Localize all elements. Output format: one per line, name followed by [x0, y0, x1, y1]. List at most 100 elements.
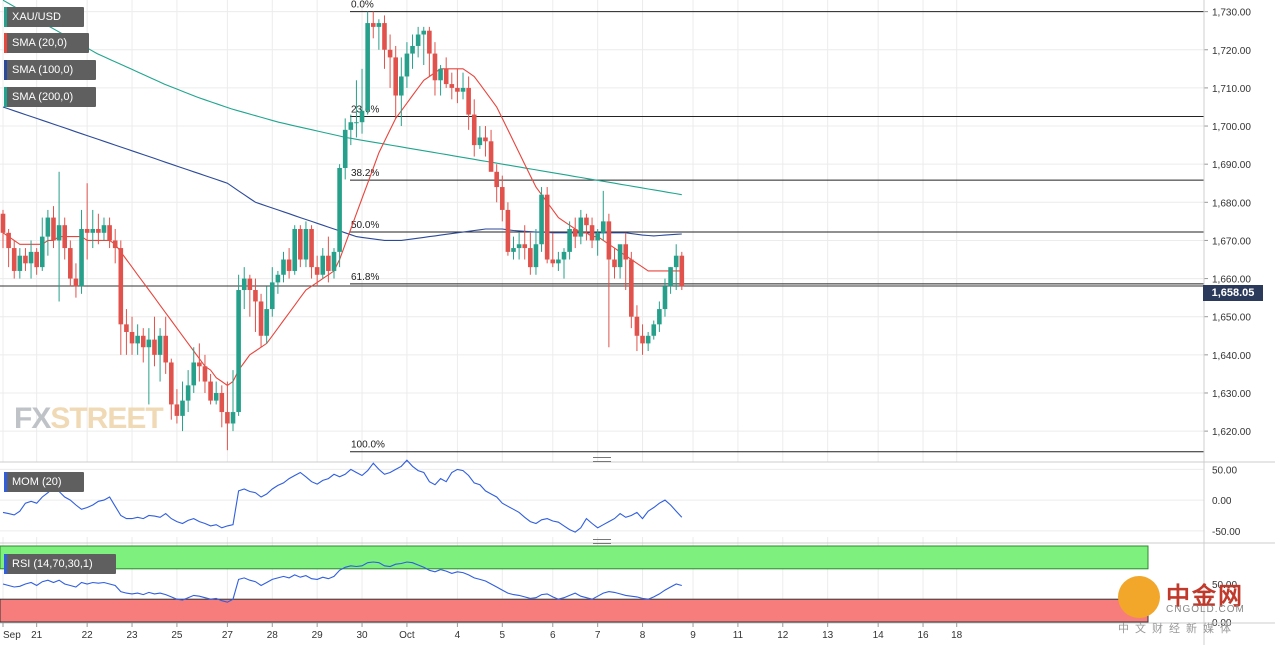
candle: [264, 286, 269, 344]
candle-body: [348, 122, 354, 130]
candle: [230, 370, 236, 432]
candle: [651, 320, 657, 340]
candle-body: [589, 225, 595, 241]
candle: [595, 229, 600, 256]
candle-body: [247, 278, 253, 291]
candle: [477, 126, 483, 149]
time-axis: Sep 21 22 23 25 27 28 29 30 Oct 4 5 6 7 8 9 11 12 13 14 16 18: [0, 622, 1275, 641]
legend-sma100[interactable]: SMA (100,0): [4, 60, 96, 80]
candle-body: [522, 244, 528, 249]
panel-resize-handle[interactable]: [593, 457, 611, 462]
candle: [331, 248, 337, 279]
momentum-line: [2, 459, 683, 533]
candle: [28, 240, 34, 279]
candle: [219, 385, 225, 428]
candle-body: [483, 137, 488, 142]
y-tick-label: 1,680.00: [1212, 198, 1251, 209]
candle: [556, 251, 561, 271]
momentum-tick-label: 50.00: [1212, 465, 1237, 476]
candle-body: [421, 30, 427, 35]
candle-body: [679, 255, 685, 287]
legend-rsi[interactable]: RSI (14,70,30,1): [4, 554, 116, 574]
y-tick-label: 1,660.00: [1212, 275, 1251, 286]
candle-body: [129, 331, 135, 344]
candle-body: [146, 339, 152, 348]
panel-resize-handle[interactable]: [593, 539, 611, 544]
candle-body: [365, 23, 370, 111]
legend-label: RSI (14,70,30,1): [12, 558, 93, 570]
legend-symbol[interactable]: XAU/USD: [4, 7, 84, 27]
candle: [483, 126, 488, 157]
candle-body: [208, 381, 213, 401]
candle: [578, 209, 584, 245]
candle: [157, 328, 163, 382]
candle-body: [516, 244, 522, 249]
candle-body: [544, 194, 550, 260]
fib-level-label: 38.2%: [351, 168, 379, 179]
legend-sma200[interactable]: SMA (200,0): [4, 87, 96, 107]
rsi-overbought-zone: [0, 545, 1149, 570]
legend-label: SMA (200,0): [12, 91, 74, 103]
candle-body: [359, 110, 365, 123]
legend-sma20[interactable]: SMA (20,0): [4, 33, 89, 53]
candle-body: [561, 251, 567, 260]
candle: [202, 354, 208, 393]
x-tick-label: 27: [222, 630, 234, 641]
candle: [348, 114, 354, 146]
legend-swatch: [4, 472, 7, 492]
candle-body: [269, 282, 275, 310]
candle: [550, 232, 556, 268]
candle-body: [399, 76, 404, 96]
candle: [191, 347, 197, 393]
candle: [617, 244, 623, 279]
candle-body: [51, 217, 56, 241]
watermark-street: STREET: [50, 402, 163, 435]
watermark-fx: FX: [14, 402, 51, 435]
momentum-background: [0, 462, 1204, 537]
candle-body: [370, 23, 376, 27]
candle-body: [404, 53, 410, 77]
legend-swatch: [4, 87, 7, 107]
candle: [455, 68, 460, 104]
candle: [359, 68, 365, 134]
x-tick-label: 23: [126, 630, 138, 641]
candle-body: [298, 229, 303, 260]
rsi-panel: 50.000.00: [0, 542, 1275, 629]
candle: [241, 267, 247, 310]
candle-body: [511, 248, 516, 252]
candle-body: [309, 229, 314, 268]
legend-swatch: [4, 554, 7, 574]
candle: [73, 263, 79, 298]
candle: [533, 229, 539, 275]
candle: [544, 187, 550, 264]
y-tick-label: 1,710.00: [1212, 84, 1251, 95]
x-tick-label: 4: [455, 630, 461, 641]
candle-body: [354, 122, 359, 124]
candle: [79, 209, 84, 294]
cngold-logo-subtitle: 中文财经新媒体: [1118, 622, 1237, 635]
candle-body: [584, 217, 589, 226]
candle: [298, 225, 303, 268]
candle-body: [107, 225, 112, 241]
candle: [96, 213, 101, 245]
candle-body: [460, 87, 466, 92]
candle-body: [494, 171, 499, 188]
candle: [438, 65, 443, 96]
candle-body: [539, 194, 544, 245]
candle-body: [443, 68, 449, 85]
rsi-oversold-zone: [0, 598, 1149, 623]
candle: [499, 175, 505, 222]
legend-momentum[interactable]: MOM (20): [4, 472, 84, 492]
fib-level-label: 0.0%: [351, 0, 374, 11]
candle-body: [101, 225, 107, 233]
candle-body: [337, 167, 342, 252]
x-tick-label: 30: [356, 630, 368, 641]
candle-body: [415, 34, 421, 46]
candle: [516, 232, 522, 260]
candle: [208, 373, 213, 405]
cngold-logo-text: 中金网: [1166, 582, 1244, 610]
candle: [146, 328, 152, 405]
candle: [51, 206, 56, 249]
candle: [152, 316, 157, 367]
